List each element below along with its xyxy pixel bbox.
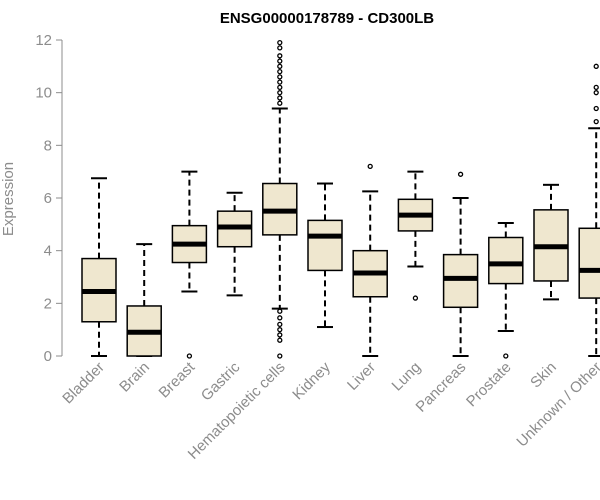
y-tick-label: 4 bbox=[44, 243, 52, 260]
outlier-point bbox=[277, 53, 283, 59]
box-group bbox=[216, 191, 253, 297]
box-group bbox=[81, 177, 117, 357]
y-tick-label: 6 bbox=[44, 190, 52, 207]
outlier-point bbox=[277, 353, 283, 359]
outlier-point bbox=[277, 90, 283, 96]
outlier-point bbox=[277, 58, 283, 64]
y-tick-label: 0 bbox=[44, 348, 52, 365]
x-tick-label: Kidney bbox=[289, 358, 334, 403]
outlier-point bbox=[593, 84, 599, 91]
box-group bbox=[307, 182, 343, 329]
outlier-point bbox=[593, 90, 599, 96]
outlier-point bbox=[367, 163, 373, 170]
boxplot-series bbox=[81, 39, 600, 359]
x-tick-label: Breast bbox=[156, 358, 199, 401]
box bbox=[488, 236, 524, 285]
outlier-point bbox=[277, 63, 283, 69]
outlier-point bbox=[277, 45, 283, 51]
outlier-point bbox=[277, 337, 283, 343]
y-tick-label: 2 bbox=[44, 295, 52, 312]
outlier-point bbox=[503, 353, 509, 359]
outlier-point bbox=[412, 295, 419, 301]
outlier-point bbox=[277, 332, 283, 338]
outlier-point bbox=[277, 74, 283, 80]
outlier-point bbox=[277, 95, 283, 101]
box bbox=[578, 227, 600, 299]
outlier-point bbox=[277, 79, 283, 85]
x-tick-label: Liver bbox=[344, 359, 379, 394]
outlier-point bbox=[277, 321, 283, 328]
box-group bbox=[397, 170, 434, 301]
box-group bbox=[442, 171, 479, 357]
box-group bbox=[262, 39, 298, 359]
box-group bbox=[488, 222, 524, 359]
outlier-point bbox=[277, 308, 283, 314]
box bbox=[307, 219, 343, 272]
y-tick-label: 8 bbox=[44, 137, 52, 154]
outlier-point bbox=[593, 118, 599, 125]
x-tick-label: Skin bbox=[527, 359, 560, 392]
outlier-point bbox=[186, 353, 193, 359]
box-group bbox=[171, 170, 208, 359]
outlier-point bbox=[593, 63, 599, 69]
outlier-point bbox=[277, 315, 283, 321]
outlier-point bbox=[457, 171, 464, 177]
y-axis: 0 2 4 6 8 10 12 bbox=[35, 32, 63, 365]
chart-title: ENSG00000178789 - CD300LB bbox=[220, 10, 434, 27]
x-tick-label: Prostate bbox=[463, 359, 515, 411]
box-group bbox=[352, 163, 388, 357]
outlier-point bbox=[277, 39, 283, 46]
x-tick-label: Pancreas bbox=[413, 359, 470, 416]
x-tick-label: Lung bbox=[389, 359, 425, 395]
x-tick-label: Brain bbox=[116, 359, 153, 396]
box-group bbox=[533, 183, 569, 301]
box-group bbox=[578, 63, 600, 357]
box bbox=[442, 253, 479, 309]
y-tick-label: 12 bbox=[35, 32, 52, 49]
outlier-point bbox=[277, 84, 283, 91]
y-axis-label: Expression bbox=[0, 162, 17, 236]
x-tick-label: Bladder bbox=[59, 359, 108, 408]
box-group bbox=[126, 243, 162, 357]
outlier-point bbox=[277, 327, 283, 333]
outlier-point bbox=[277, 100, 283, 106]
outlier-point bbox=[593, 105, 599, 112]
y-tick-label: 10 bbox=[35, 85, 52, 102]
outlier-point bbox=[277, 68, 283, 75]
